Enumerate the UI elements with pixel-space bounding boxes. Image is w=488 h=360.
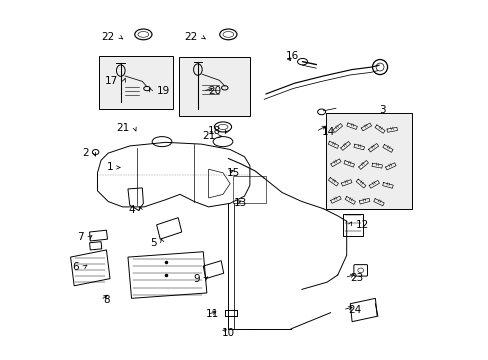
Text: 21: 21	[202, 131, 215, 141]
Text: 8: 8	[103, 295, 109, 305]
Text: 24: 24	[348, 305, 361, 315]
Text: 20: 20	[208, 86, 222, 96]
Text: 17: 17	[105, 76, 118, 86]
Text: 6: 6	[72, 262, 79, 272]
Text: 16: 16	[285, 51, 299, 61]
Text: 13: 13	[234, 198, 247, 208]
FancyBboxPatch shape	[179, 57, 250, 116]
Text: 22: 22	[183, 32, 197, 42]
Text: 11: 11	[205, 310, 219, 319]
Text: 7: 7	[77, 232, 83, 242]
Text: 4: 4	[128, 206, 135, 216]
Text: 3: 3	[378, 105, 385, 115]
Text: 9: 9	[193, 274, 199, 284]
Text: 23: 23	[349, 273, 363, 283]
Text: 21: 21	[116, 123, 129, 133]
Text: 1: 1	[107, 162, 113, 172]
Text: 10: 10	[222, 328, 234, 338]
FancyBboxPatch shape	[99, 56, 172, 109]
Text: 5: 5	[150, 238, 156, 248]
Text: 19: 19	[156, 86, 169, 96]
Text: 15: 15	[226, 168, 239, 178]
Text: 2: 2	[81, 148, 88, 158]
FancyBboxPatch shape	[325, 113, 411, 210]
Text: 18: 18	[207, 126, 221, 135]
Text: 12: 12	[355, 220, 368, 230]
Text: 14: 14	[321, 127, 334, 136]
Text: 22: 22	[101, 32, 115, 42]
